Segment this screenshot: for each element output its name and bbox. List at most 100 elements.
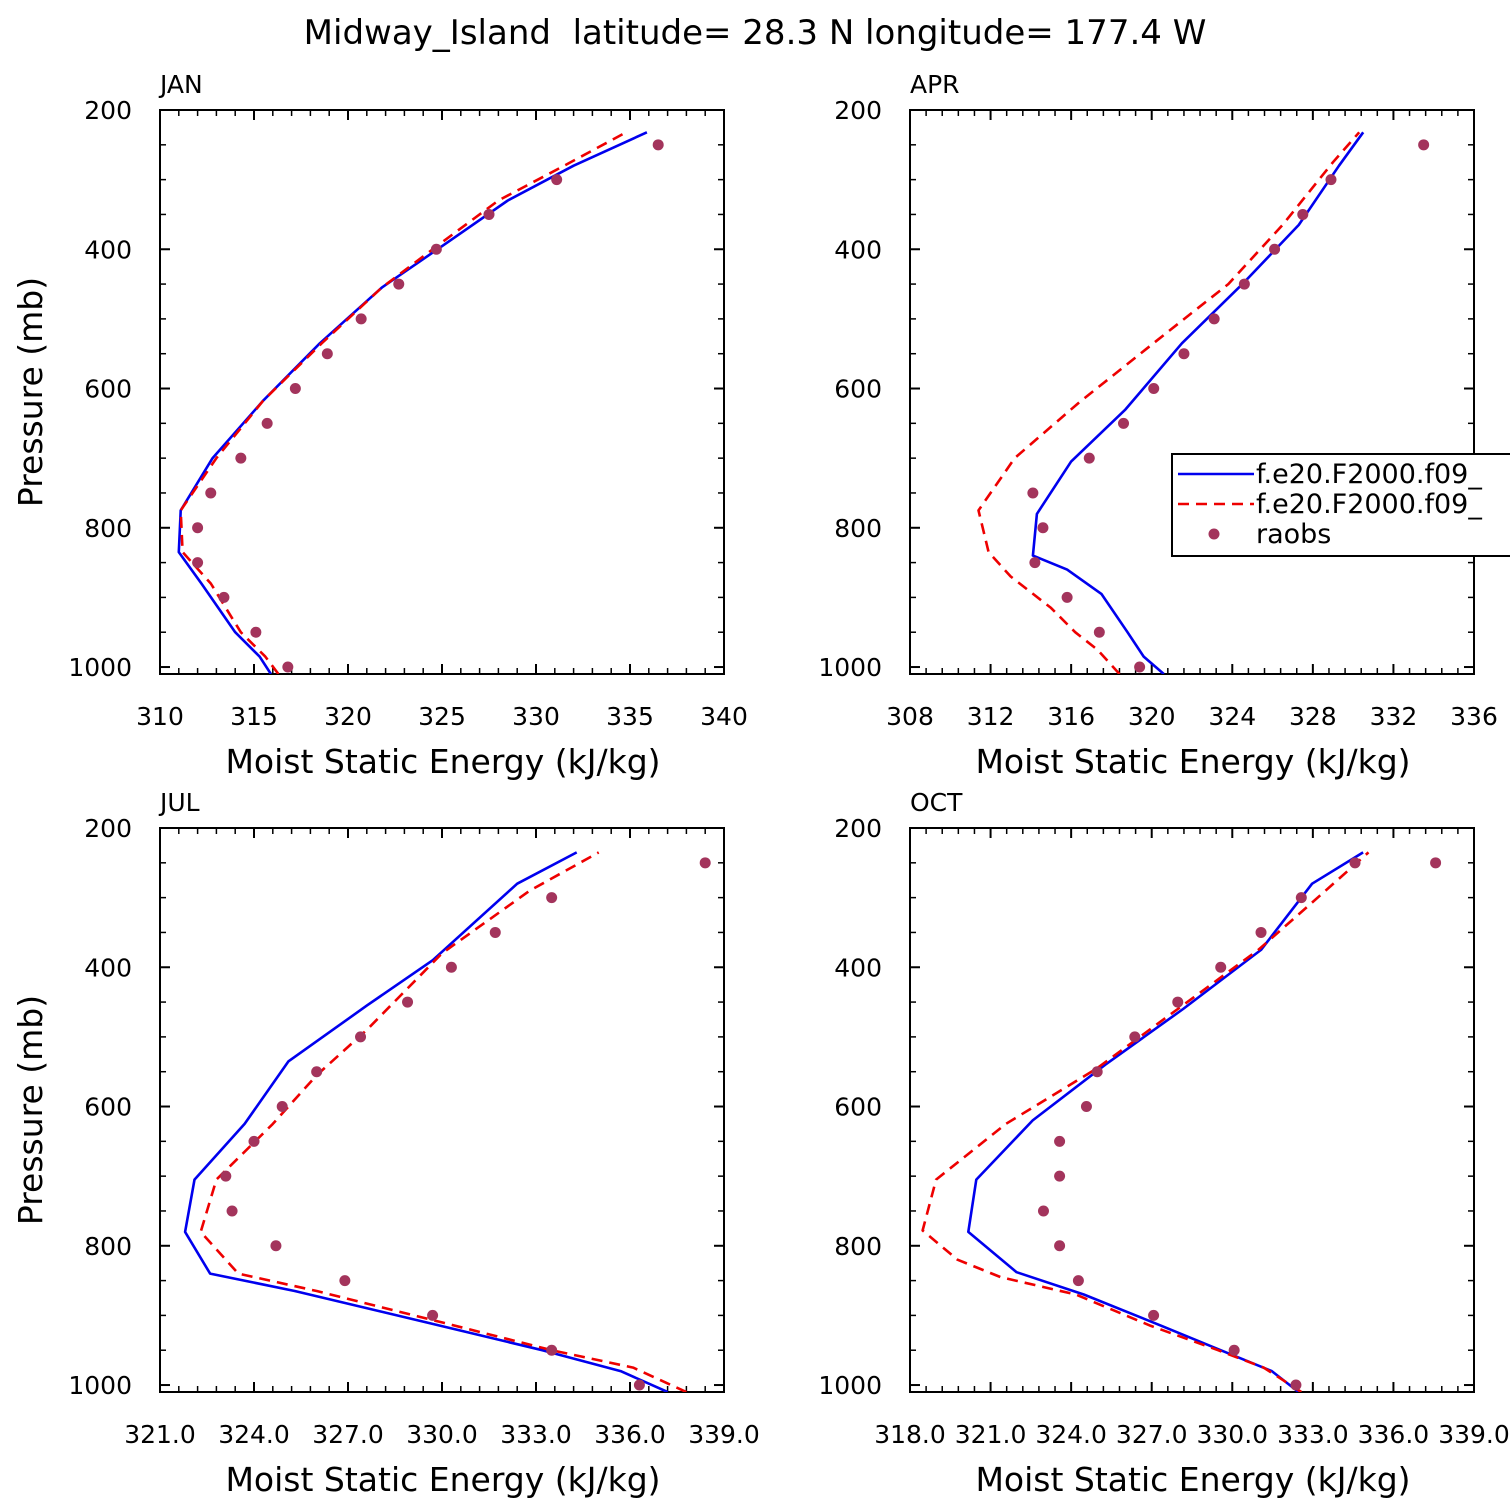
x-tick-label-jul: 333.0 [500, 1420, 572, 1449]
x-tick-label-oct: 336.0 [1358, 1420, 1430, 1449]
model-b-line-jan [179, 131, 627, 674]
raobs-point-apr [1297, 208, 1309, 220]
raobs-point-jul [248, 1135, 260, 1147]
raobs-point-apr [1418, 139, 1430, 151]
panel-jan: JAN Moist Static Energy (kJ/kg) Pressure… [11, 70, 748, 781]
raobs-point-oct [1430, 857, 1442, 869]
y-tick-label-jan: 200 [84, 96, 132, 125]
panel-label-oct: OCT [910, 788, 963, 817]
raobs-point-oct [1054, 1240, 1066, 1252]
y-tick-label-apr: 200 [834, 96, 882, 125]
plot-frame-oct [909, 827, 1475, 1393]
legend-label: raobs [1256, 519, 1331, 550]
plot-frame-jul [159, 827, 725, 1393]
series-group-jul [183, 851, 711, 1392]
y-tick-label-oct: 400 [834, 953, 882, 982]
raobs-point-apr [1083, 452, 1095, 464]
raobs-point-jul [355, 1031, 367, 1043]
raobs-point-jul [339, 1275, 351, 1287]
x-tick-label-jul: 324.0 [218, 1420, 290, 1449]
raobs-point-oct [1037, 1205, 1049, 1217]
raobs-point-apr [1238, 278, 1250, 290]
raobs-point-jan [192, 557, 204, 569]
x-axis-label-jul: Moist Static Energy (kJ/kg) [225, 1460, 660, 1499]
raobs-point-oct [1054, 1170, 1066, 1182]
y-tick-label-oct: 1000 [818, 1371, 882, 1400]
raobs-point-oct [1072, 1275, 1084, 1287]
raobs-point-oct [1148, 1309, 1160, 1321]
raobs-point-apr [1269, 243, 1281, 255]
raobs-point-jul [489, 926, 501, 938]
x-axis-label-jan: Moist Static Energy (kJ/kg) [225, 742, 660, 781]
raobs-point-oct [1091, 1066, 1103, 1078]
model-a-line-apr [1031, 131, 1365, 674]
panel-apr: APR Moist Static Energy (kJ/kg) 308 312 31… [818, 70, 1497, 781]
x-tick-label-jan: 325 [418, 702, 466, 731]
x-tick-label-jul: 321.0 [124, 1420, 196, 1449]
x-tick-label-jul: 330.0 [406, 1420, 478, 1449]
raobs-point-jul [270, 1240, 282, 1252]
y-tick-label-jul: 1000 [68, 1371, 132, 1400]
raobs-point-apr [1027, 487, 1039, 499]
series-group-jan [177, 131, 664, 674]
raobs-point-apr [1061, 591, 1073, 603]
y-axis-label-jul: Pressure (mb) [11, 995, 50, 1225]
legend-label: f.e20.F2000.f09_ [1256, 489, 1482, 520]
model-a-line-jul [183, 851, 669, 1392]
raobs-point-oct [1129, 1031, 1141, 1043]
raobs-point-jan [393, 278, 405, 290]
x-tick-label-oct: 327.0 [1116, 1420, 1188, 1449]
y-tick-label-jul: 400 [84, 953, 132, 982]
raobs-point-jan [355, 313, 367, 325]
x-tick-label-oct: 339.0 [1438, 1420, 1510, 1449]
x-tick-label-jan: 340 [700, 702, 748, 731]
raobs-point-jan [289, 383, 301, 395]
raobs-point-jan [282, 661, 294, 673]
raobs-point-jul [546, 892, 558, 904]
raobs-point-jul [276, 1101, 288, 1113]
legend-box [1171, 453, 1510, 557]
series-group-apr [977, 131, 1430, 674]
legend: f.e20.F2000.f09_f.e20.F2000.f09_raobs [1171, 453, 1510, 557]
y-tick-label-jan: 400 [84, 235, 132, 264]
x-tick-label-jul: 339.0 [688, 1420, 760, 1449]
raobs-point-jul [445, 961, 457, 973]
x-tick-label-apr: 324 [1208, 702, 1256, 731]
series-group-oct [921, 851, 1442, 1392]
raobs-point-oct [1255, 926, 1267, 938]
y-tick-label-apr: 400 [834, 235, 882, 264]
raobs-point-jul [633, 1379, 645, 1391]
y-tick-label-oct: 800 [834, 1232, 882, 1261]
x-tick-label-jan: 310 [136, 702, 184, 731]
raobs-point-jul [546, 1344, 558, 1356]
raobs-point-jul [220, 1170, 232, 1182]
x-tick-label-jan: 335 [606, 702, 654, 731]
raobs-point-oct [1215, 961, 1227, 973]
legend-swatch-raobs [1208, 528, 1220, 540]
model-b-line-jul [199, 851, 687, 1392]
x-tick-label-oct: 321.0 [955, 1420, 1027, 1449]
x-tick-label-jul: 327.0 [312, 1420, 384, 1449]
raobs-point-jan [261, 417, 273, 429]
y-tick-label-apr: 800 [834, 514, 882, 543]
raobs-point-oct [1054, 1135, 1066, 1147]
plot-frame-apr [909, 109, 1475, 675]
raobs-point-jan [235, 452, 247, 464]
x-tick-label-apr: 308 [886, 702, 934, 731]
raobs-point-jul [311, 1066, 323, 1078]
x-tick-label-apr: 332 [1370, 702, 1418, 731]
y-tick-label-oct: 600 [834, 1093, 882, 1122]
y-tick-label-jul: 200 [84, 814, 132, 843]
panel-label-jan: JAN [158, 70, 203, 99]
y-tick-label-jan: 600 [84, 375, 132, 404]
y-tick-label-apr: 1000 [818, 653, 882, 682]
y-axis-label-jan: Pressure (mb) [11, 277, 50, 507]
model-a-line-oct [966, 851, 1364, 1392]
x-tick-label-apr: 320 [1128, 702, 1176, 731]
y-tick-label-jul: 600 [84, 1093, 132, 1122]
raobs-point-oct [1172, 996, 1184, 1008]
raobs-point-apr [1208, 313, 1220, 325]
y-tick-label-jul: 800 [84, 1232, 132, 1261]
raobs-point-apr [1325, 174, 1337, 186]
raobs-point-jan [205, 487, 217, 499]
